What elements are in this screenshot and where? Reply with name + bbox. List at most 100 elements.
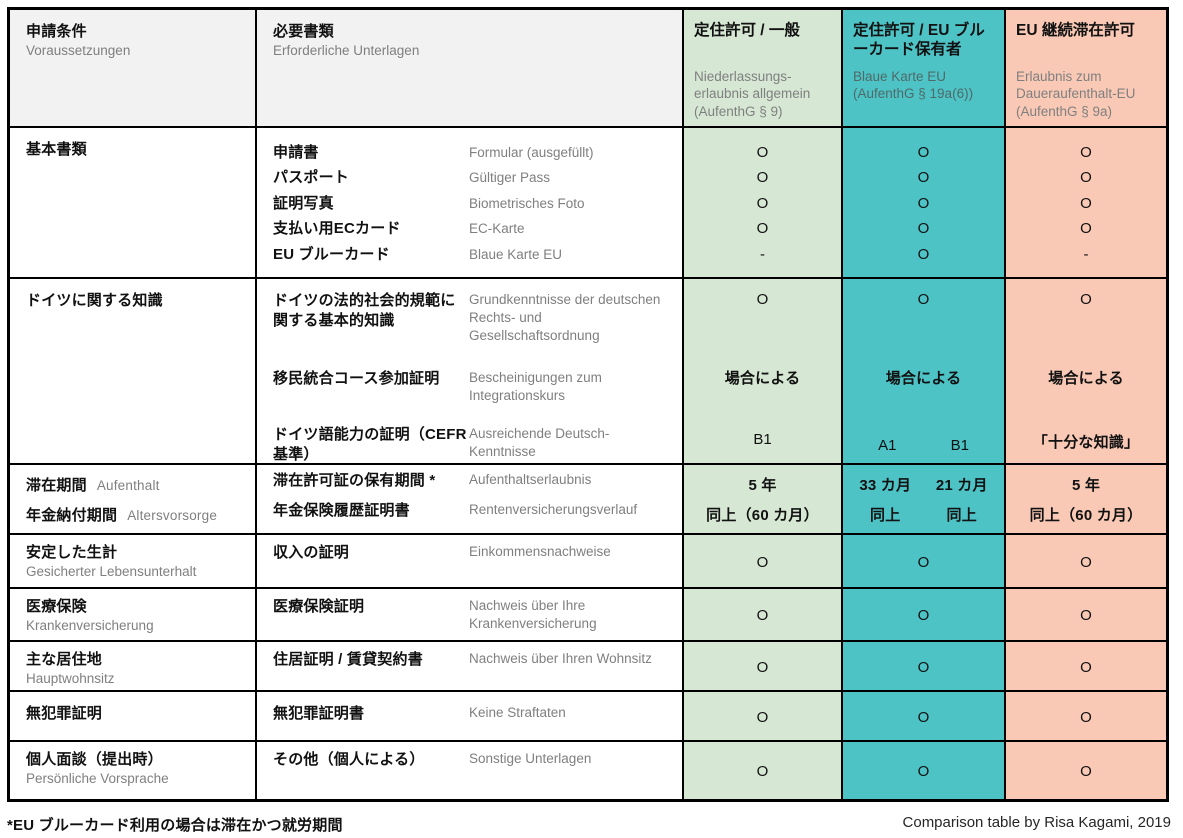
mark: A1 xyxy=(878,437,897,454)
mark: O xyxy=(756,607,769,624)
cell-duration-condition: 滞在期間 Aufenthalt 年金納付期間 Altersvorsorge xyxy=(10,465,257,535)
doc-de: Einkommensnachweise xyxy=(469,544,611,559)
mark: O xyxy=(917,553,930,571)
cell-knowledge-docs: ドイツの法的社会的規範に関する基本的知識 Grundkenntnisse der … xyxy=(257,279,684,465)
header-cell-permit-bluecard: 定住許可 / EU ブルーカード保有者 Blaue Karte EU (Aufe… xyxy=(843,10,1006,128)
mark: O xyxy=(917,658,930,676)
doc-ja: 年金保険履歴証明書 xyxy=(273,502,410,519)
header-cell-documents: 必要書類 Erforderliche Unterlagen xyxy=(257,10,684,128)
mark: 5 年 xyxy=(1071,477,1101,494)
mark: O xyxy=(1080,194,1092,212)
cell-residence-mark-bluecard: O xyxy=(843,642,1006,692)
condition-de: Krankenversicherung xyxy=(26,617,154,633)
doc-ja: ドイツの法的社会的規範に関する基本的知識 xyxy=(273,292,456,329)
mark-pair: A1 B1 xyxy=(851,425,996,461)
condition-line: 年金納付期間 Altersvorsorge xyxy=(26,501,247,531)
mark: 同上（60 カ月） xyxy=(1029,507,1143,524)
mark: - xyxy=(1083,245,1089,263)
mark: O xyxy=(1080,708,1092,726)
mark: O xyxy=(1080,763,1092,780)
cell-income-mark-bluecard: O xyxy=(843,535,1006,589)
doc-line: 支払い用ECカード EC-Karte xyxy=(273,216,674,241)
condition-ja: 年金納付期間 xyxy=(26,507,118,524)
header-documents-ja: 必要書類 xyxy=(273,23,334,40)
doc-de: EC-Karte xyxy=(469,221,525,237)
mark: 場合による xyxy=(885,370,962,387)
permit-eu-title-ja: EU 継続滞在許可 xyxy=(1016,22,1135,39)
doc-ja: ドイツ語能力の証明（CEFR 基準） xyxy=(273,426,467,463)
condition-ja: 無犯罪証明 xyxy=(26,705,103,722)
doc-line: パスポート Gültiger Pass xyxy=(273,165,674,190)
mark: O xyxy=(756,763,769,780)
condition-de: Persönliche Vorsprache xyxy=(26,770,169,786)
cell-basic-marks-bluecard: O O O O O xyxy=(843,128,1006,279)
doc-ja: 医療保険証明 xyxy=(273,598,365,615)
doc-ja: 無犯罪証明書 xyxy=(273,705,365,722)
mark: O xyxy=(756,169,769,187)
cell-knowledge-marks-general: O 場合による B1 xyxy=(684,279,843,465)
doc-de: Ausreichende Deutsch-Kenntnisse xyxy=(469,426,610,459)
mark: 「十分な知識」 xyxy=(1032,434,1140,451)
condition-de: Altersvorsorge xyxy=(127,508,218,523)
permit-general-title-ja: 定住許可 / 一般 xyxy=(694,22,800,39)
doc-line: 医療保険証明 Nachweis über Ihre Krankenversiche… xyxy=(273,597,674,633)
condition-de: Gesicherter Lebensunterhalt xyxy=(26,563,197,579)
doc-de: Nachweis über Ihre Krankenversicherung xyxy=(469,598,597,631)
condition-ja: 安定した生計 xyxy=(26,544,118,561)
mark: O xyxy=(1080,607,1092,624)
mark: O xyxy=(917,607,930,624)
credit-line: Comparison table by Risa Kagami, 2019 xyxy=(902,814,1171,831)
cell-knowledge-marks-eu: O 場合による 「十分な知識」 xyxy=(1006,279,1166,465)
mark: O xyxy=(756,553,769,571)
doc-de: Nachweis über Ihren Wohnsitz xyxy=(469,651,652,666)
header-cell-permit-eu: EU 継続滞在許可 Erlaubnis zum Daueraufenthalt-… xyxy=(1006,10,1166,128)
doc-line: ドイツ語能力の証明（CEFR 基準） Ausreichende Deutsch-K… xyxy=(273,425,674,463)
cell-duration-marks-general: 5 年 同上（60 カ月） xyxy=(684,465,843,535)
mark: B1 xyxy=(753,431,772,448)
cell-basic-docs: 申請書 Formular (ausgefüllt) パスポート Gültiger P… xyxy=(257,128,684,279)
cell-basic-condition: 基本書類 xyxy=(10,128,257,279)
doc-line: 収入の証明 Einkommensnachweise xyxy=(273,543,674,563)
cell-health-mark-eu: O xyxy=(1006,589,1166,642)
cell-health-mark-bluecard: O xyxy=(843,589,1006,642)
cell-basic-marks-general: O O O O - xyxy=(684,128,843,279)
doc-line: 年金保険履歴証明書 Rentenversicherungsverlauf xyxy=(273,501,674,531)
mark: O xyxy=(756,291,769,308)
mark: O xyxy=(756,194,769,212)
doc-de: Aufenthaltserlaubnis xyxy=(469,472,592,487)
mark: O xyxy=(917,245,930,263)
doc-line: 無犯罪証明書 Keine Straftaten xyxy=(273,704,674,724)
header-cell-permit-general: 定住許可 / 一般 Niederlassungs-erlaubnis allge… xyxy=(684,10,843,128)
cell-basic-marks-eu: O O O O - xyxy=(1006,128,1166,279)
header-documents-de: Erforderliche Unterlagen xyxy=(273,42,420,58)
doc-line: 滞在許可証の保有期間 * Aufenthaltserlaubnis xyxy=(273,471,674,501)
condition-ja: 個人面談（提出時） xyxy=(26,751,163,768)
doc-de: Formular (ausgefüllt) xyxy=(469,145,594,160)
doc-line: その他（個人による） Sonstige Unterlagen xyxy=(273,750,674,770)
mark: 21 カ月 xyxy=(935,477,988,494)
permit-general-subtitle-de: Niederlassungs-erlaubnis allgemein (Aufe… xyxy=(694,69,811,119)
mark: 同上（60 カ月） xyxy=(706,507,819,524)
cell-other-mark-bluecard: O xyxy=(843,742,1006,799)
doc-ja: パスポート xyxy=(273,169,350,187)
doc-ja: 移民統合コース参加証明 xyxy=(273,370,440,387)
doc-de: Bescheinigungen zum Integrationskurs xyxy=(469,370,602,403)
cell-income-docs: 収入の証明 Einkommensnachweise xyxy=(257,535,684,589)
mark: O xyxy=(917,220,930,238)
mark: 場合による xyxy=(724,370,801,387)
cell-duration-marks-bluecard: 33 カ月 21 カ月 同上 同上 xyxy=(843,465,1006,535)
mark: 5 年 xyxy=(748,477,777,494)
doc-de: Keine Straftaten xyxy=(469,705,566,720)
doc-de: Biometrisches Foto xyxy=(469,195,585,211)
cell-knowledge-condition: ドイツに関する知識 xyxy=(10,279,257,465)
doc-ja: その他（個人による） xyxy=(273,751,425,768)
footer: *EU ブルーカード利用の場合は滞在かつ就労期間 Comparison tabl… xyxy=(7,814,1171,835)
cell-residence-condition: 主な居住地 Hauptwohnsitz xyxy=(10,642,257,692)
mark: O xyxy=(1080,220,1092,238)
mark: 33 カ月 xyxy=(859,477,912,494)
mark: B1 xyxy=(950,437,969,454)
header-cell-conditions: 申請条件 Voraussetzungen xyxy=(10,10,257,128)
doc-de: Sonstige Unterlagen xyxy=(469,751,592,766)
doc-line: 住居証明 / 賃貸契約書 Nachweis über Ihren Wohnsitz xyxy=(273,650,674,670)
condition-line: 滞在期間 Aufenthalt xyxy=(26,471,247,501)
